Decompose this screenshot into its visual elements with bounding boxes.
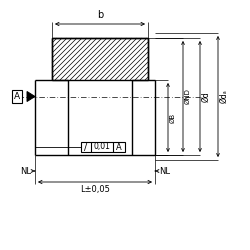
FancyBboxPatch shape xyxy=(81,142,125,152)
Polygon shape xyxy=(52,38,148,80)
Text: NL: NL xyxy=(20,166,31,175)
Text: ØND: ØND xyxy=(184,88,190,104)
Text: A: A xyxy=(116,142,122,152)
Text: A: A xyxy=(14,92,20,101)
Text: ØB: ØB xyxy=(170,112,175,122)
Text: ∕: ∕ xyxy=(84,142,88,152)
Text: Ødₐ: Ødₐ xyxy=(220,90,228,104)
Polygon shape xyxy=(27,92,35,102)
Text: b: b xyxy=(97,10,103,20)
Text: 0,01: 0,01 xyxy=(94,142,110,152)
Text: Ød: Ød xyxy=(202,91,210,102)
Text: NL: NL xyxy=(159,166,170,175)
Text: L±0,05: L±0,05 xyxy=(80,185,110,194)
